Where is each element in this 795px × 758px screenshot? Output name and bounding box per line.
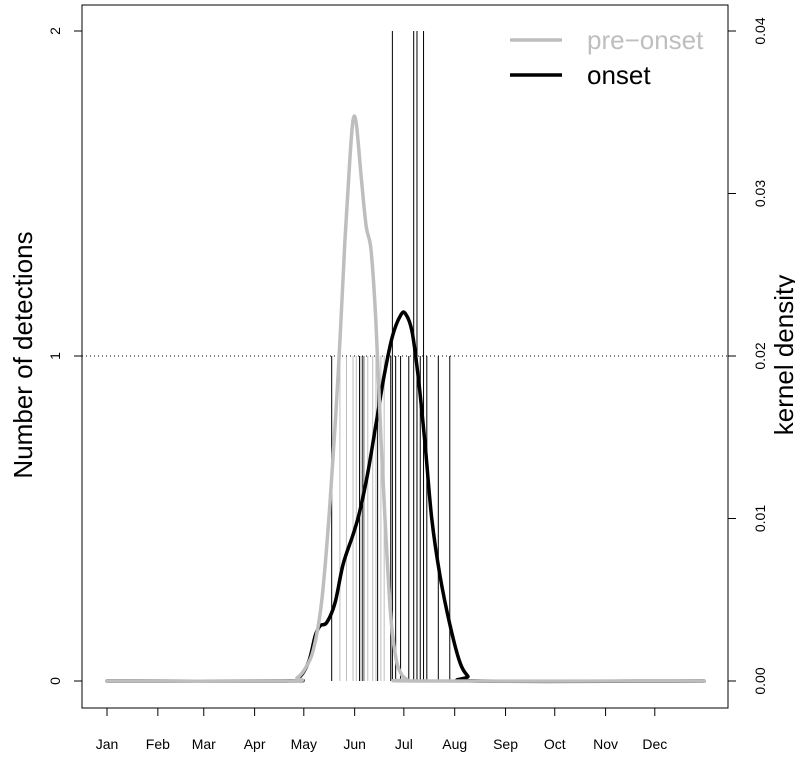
- y-left-tick-label: 2: [47, 27, 63, 35]
- x-tick-label: Jul: [395, 736, 413, 752]
- y-axis-left-title: Number of detections: [8, 231, 38, 478]
- legend: pre−onset onset: [510, 25, 704, 90]
- x-tick-label: Nov: [593, 736, 618, 752]
- y-left-tick-label: 0: [47, 677, 63, 685]
- x-tick-label: Dec: [642, 736, 667, 752]
- y-right-tick-label: 0.03: [752, 180, 768, 207]
- x-tick-label: Jun: [343, 736, 366, 752]
- y-axis-left: 0 1 2: [47, 27, 83, 685]
- legend-label: onset: [587, 60, 651, 90]
- y-axis-right: 0.00 0.01 0.02 0.03 0.04: [727, 17, 768, 695]
- x-axis: Jan Feb Mar Apr May Jun Jul Aug Sep Oct Nov Dec: [96, 707, 667, 752]
- x-tick-label: Mar: [192, 736, 216, 752]
- x-tick-label: Oct: [544, 736, 566, 752]
- x-tick-label: May: [291, 736, 317, 752]
- y-right-tick-label: 0.02: [752, 342, 768, 369]
- y-left-tick-label: 1: [47, 352, 63, 360]
- x-tick-label: Apr: [244, 736, 266, 752]
- x-tick-label: Aug: [442, 736, 467, 752]
- y-axis-right-title: kernel density: [769, 275, 795, 435]
- legend-label: pre−onset: [587, 25, 704, 55]
- y-right-tick-label: 0.04: [752, 17, 768, 44]
- x-tick-label: Feb: [146, 736, 170, 752]
- density-curves: [105, 114, 706, 684]
- x-tick-label: Sep: [493, 736, 518, 752]
- x-tick-label: Jan: [96, 736, 119, 752]
- pre-onset-density-curve: [105, 114, 706, 683]
- y-right-tick-label: 0.00: [752, 667, 768, 694]
- y-right-tick-label: 0.01: [752, 505, 768, 532]
- onset-density-curve: [105, 310, 706, 684]
